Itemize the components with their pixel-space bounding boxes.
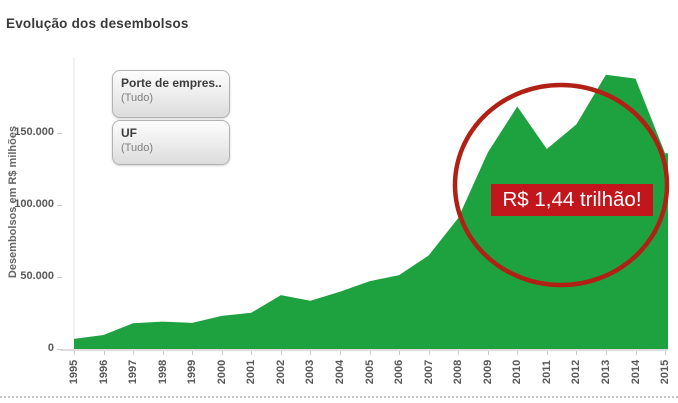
y-tick-mark xyxy=(57,277,62,278)
x-tick-label: 2009 xyxy=(481,359,494,385)
chart-title: Evolução dos desembolsos xyxy=(6,16,189,31)
x-tick-label: 1999 xyxy=(186,359,199,385)
x-tick-label: 1997 xyxy=(127,359,140,385)
x-tick-label: 2002 xyxy=(274,359,287,385)
filter-selected-value: (Tudo) xyxy=(121,142,153,154)
x-tick-mark xyxy=(399,351,401,355)
x-tick-mark xyxy=(546,351,548,355)
x-tick-label: 1995 xyxy=(68,359,80,385)
x-tick-mark xyxy=(635,351,637,355)
x-tick-label: 2005 xyxy=(363,359,376,385)
x-tick-label: 2000 xyxy=(215,359,228,385)
filter-selected-value: (Tudo) xyxy=(121,92,153,104)
annotation-badge: R$ 1,44 trilhão! xyxy=(491,184,653,216)
x-tick-label: 2015 xyxy=(659,359,671,385)
x-tick-mark xyxy=(605,351,607,355)
y-tick-label: 100.000 xyxy=(14,198,54,210)
x-tick-mark xyxy=(576,351,578,355)
x-tick-mark xyxy=(162,351,164,355)
filter-porte-de-empresa[interactable]: Porte de empres... (Tudo) xyxy=(112,70,230,118)
x-tick-mark xyxy=(251,351,253,355)
y-tick-label: 0 xyxy=(47,342,54,354)
x-tick-label: 2007 xyxy=(422,359,435,385)
x-tick-mark xyxy=(339,351,341,355)
x-tick-mark xyxy=(192,351,194,355)
x-tick-label: 1998 xyxy=(156,359,169,385)
x-tick-label: 2014 xyxy=(629,359,642,385)
y-tick-label: 150.000 xyxy=(14,126,54,138)
x-tick-mark xyxy=(487,351,489,355)
x-tick-label: 2003 xyxy=(304,359,317,385)
y-tick-label: 50.000 xyxy=(20,270,54,282)
x-tick-mark xyxy=(458,351,460,355)
x-tick-label: 2010 xyxy=(511,359,524,385)
x-tick-label: 2001 xyxy=(245,359,258,385)
area-series[interactable] xyxy=(74,74,668,350)
x-tick-mark xyxy=(517,351,519,355)
x-tick-mark xyxy=(133,351,135,355)
bottom-divider xyxy=(0,396,678,398)
x-tick-mark xyxy=(280,351,282,355)
x-tick-label: 1996 xyxy=(97,359,110,385)
x-tick-label: 2004 xyxy=(333,359,346,385)
x-tick-mark xyxy=(221,351,223,355)
y-tick-mark xyxy=(57,205,62,206)
x-tick-mark xyxy=(665,351,666,355)
x-tick-mark xyxy=(369,351,371,355)
x-tick-mark xyxy=(310,351,312,355)
filter-label: Porte de empres... xyxy=(121,76,221,90)
x-tick-mark xyxy=(103,351,105,355)
y-tick-mark xyxy=(57,349,62,350)
x-tick-mark xyxy=(74,351,75,355)
x-tick-label: 2008 xyxy=(452,359,465,385)
annotation-circle xyxy=(452,82,670,288)
y-tick-mark xyxy=(57,133,62,134)
x-tick-mark xyxy=(428,351,430,355)
filter-label: UF xyxy=(121,126,137,140)
x-tick-label: 2012 xyxy=(570,359,583,385)
x-tick-label: 2013 xyxy=(599,359,612,385)
filter-uf[interactable]: UF (Tudo) xyxy=(112,120,230,165)
x-tick-label: 2006 xyxy=(393,359,406,385)
x-tick-label: 2011 xyxy=(540,360,553,384)
